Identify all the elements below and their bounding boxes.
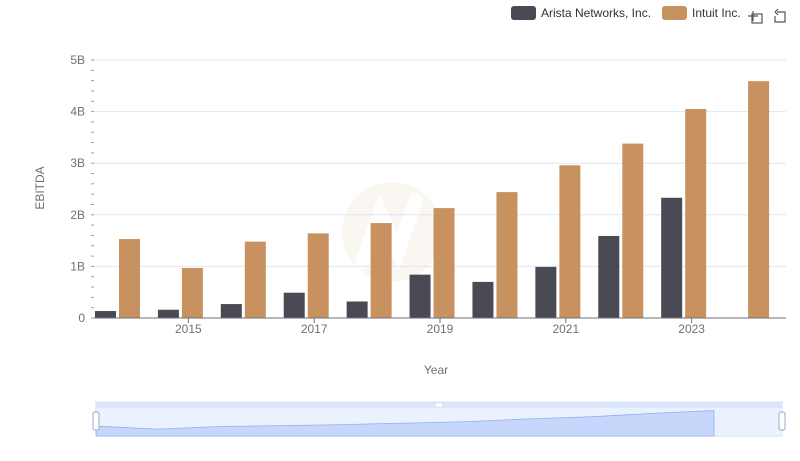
legend-label-arista: Arista Networks, Inc. [541,6,651,20]
bars [95,81,770,319]
bar-intuit-2019[interactable] [433,208,455,318]
watermark-logo [342,182,442,282]
y-tick-label: 1B [70,259,85,273]
bar-intuit-2017[interactable] [307,233,329,318]
y-tick-label: 0 [78,311,85,325]
bar-arista-2014[interactable] [95,311,116,318]
legend-item-arista[interactable]: Arista Networks, Inc. [511,6,651,20]
slider-handle-left[interactable] [92,411,100,431]
legend-swatch-arista [511,6,536,20]
y-tick-label: 4B [70,105,85,119]
legend-swatch-intuit [662,6,687,20]
x-axis-title: Year [424,363,448,377]
bar-intuit-2015[interactable] [181,267,203,318]
bar-arista-2020[interactable] [472,281,494,318]
restore-icon[interactable] [770,6,790,26]
y-tick-label: 2B [70,208,85,222]
slider-shadow-area [95,410,715,437]
bar-intuit-2016[interactable] [244,241,266,318]
bar-intuit-2014[interactable] [119,239,140,318]
x-tick-label: 2023 [678,322,705,336]
legend: Arista Networks, Inc. Intuit Inc. [511,6,741,20]
x-tick-label: 2021 [552,322,579,336]
bar-arista-2023[interactable] [661,197,683,318]
bar-intuit-2024[interactable] [748,81,770,318]
bar-arista-2019[interactable] [409,274,431,318]
bar-intuit-2021[interactable] [559,165,581,318]
slider-top-grip [436,403,442,407]
x-tick-label: 2017 [301,322,328,336]
bar-arista-2021[interactable] [535,266,557,318]
x-tick-label: 2015 [175,322,202,336]
data-zoom-slider[interactable] [92,401,786,437]
bar-arista-2022[interactable] [598,235,620,318]
legend-label-intuit: Intuit Inc. [692,6,741,20]
y-minor-ticks [91,59,94,319]
x-tick-labels: 2015 2017 2019 2021 2023 [175,322,705,336]
slider-handle-right[interactable] [778,411,786,431]
y-tick-label: 3B [70,156,85,170]
zoom-select-icon[interactable] [744,6,764,26]
y-axis-title: EBITDA [33,166,47,209]
x-ticks [187,318,693,323]
bar-intuit-2020[interactable] [496,192,518,318]
bar-intuit-2018[interactable] [370,223,392,318]
bar-arista-2017[interactable] [283,292,305,318]
y-tick-label: 5B [70,53,85,67]
bar-intuit-2022[interactable] [622,143,644,318]
bar-intuit-2023[interactable] [685,109,707,319]
bar-arista-2018[interactable] [346,301,368,318]
legend-item-intuit[interactable]: Intuit Inc. [662,6,741,20]
bar-arista-2015[interactable] [157,309,179,318]
y-tick-labels: 0 1B 2B 3B 4B 5B [70,53,85,325]
bar-arista-2016[interactable] [220,304,242,318]
x-tick-label: 2019 [427,322,454,336]
